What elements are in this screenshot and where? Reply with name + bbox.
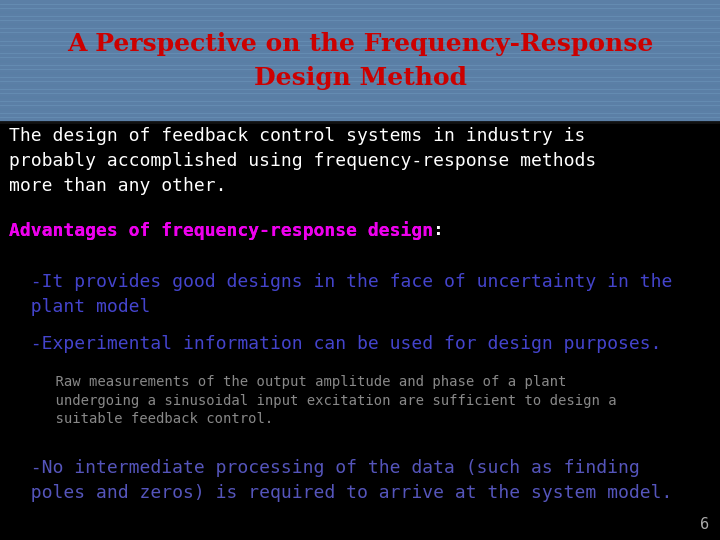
FancyBboxPatch shape — [0, 0, 720, 122]
Text: A Perspective on the Frequency-Response: A Perspective on the Frequency-Response — [67, 32, 653, 56]
Text: -It provides good designs in the face of uncertainty in the
  plant model: -It provides good designs in the face of… — [9, 273, 672, 316]
Text: -Experimental information can be used for design purposes.: -Experimental information can be used fo… — [9, 335, 661, 353]
Text: The design of feedback control systems in industry is
probably accomplished usin: The design of feedback control systems i… — [9, 127, 596, 195]
Text: Advantages of frequency-response design: Advantages of frequency-response design — [9, 221, 433, 240]
Text: 6: 6 — [700, 517, 709, 532]
Text: :: : — [433, 221, 444, 239]
Text: Design Method: Design Method — [253, 66, 467, 90]
Text: Raw measurements of the output amplitude and phase of a plant
    undergoing a s: Raw measurements of the output amplitude… — [22, 375, 616, 426]
Text: -No intermediate processing of the data (such as finding
  poles and zeros) is r: -No intermediate processing of the data … — [9, 459, 672, 502]
Text: Advantages of frequency-response design: Advantages of frequency-response design — [9, 221, 433, 240]
